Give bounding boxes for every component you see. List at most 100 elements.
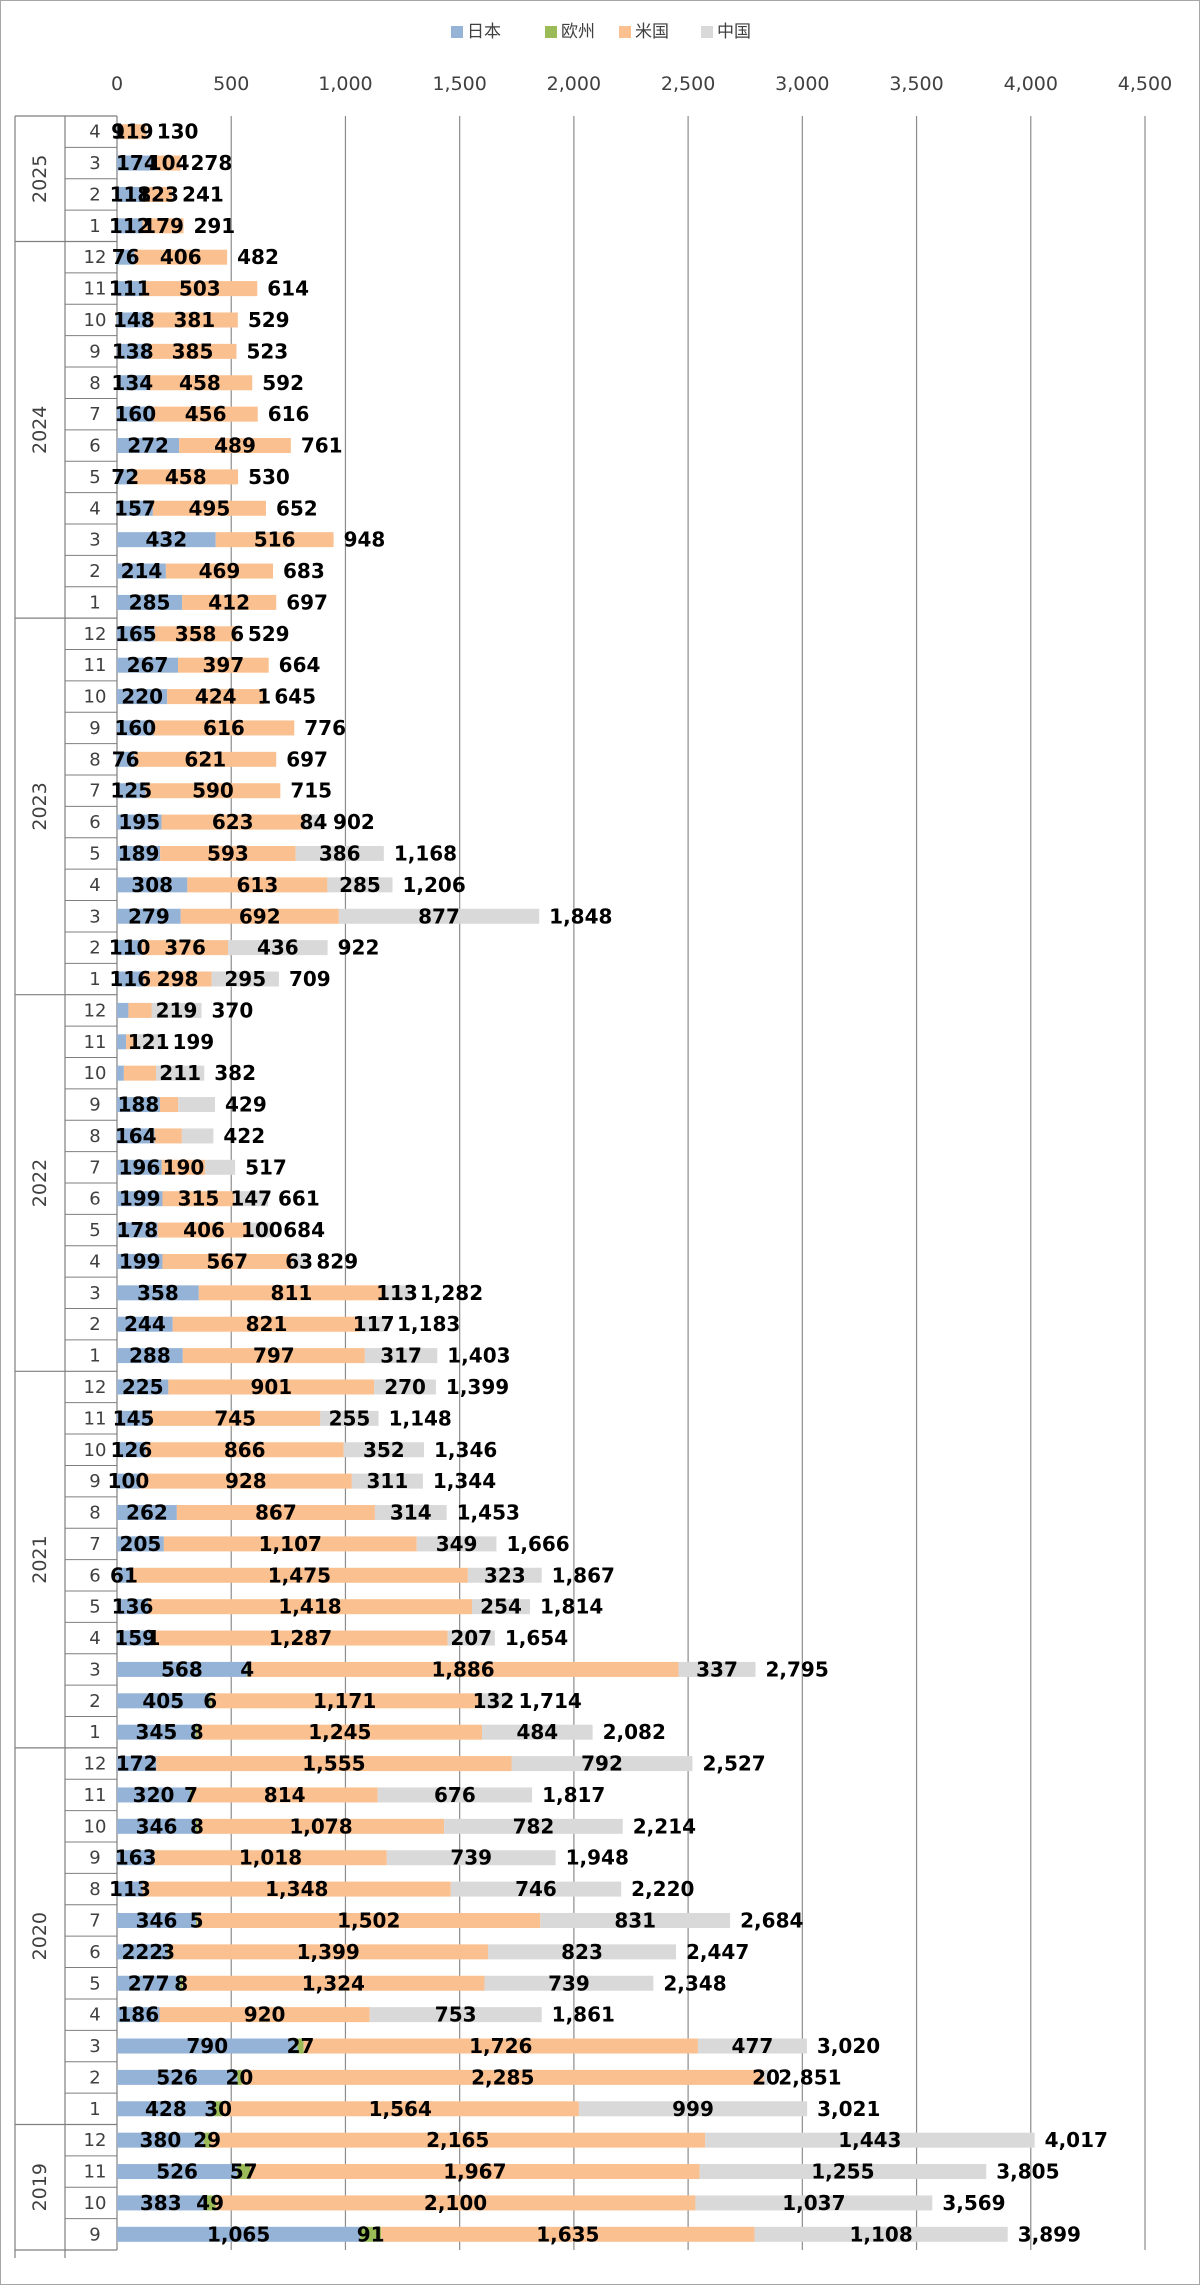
data-label: 593: [207, 841, 249, 865]
data-label: 295: [224, 967, 266, 991]
month-label: 4: [89, 1628, 100, 1649]
data-label: 428: [145, 2097, 187, 2121]
month-label: 1: [89, 2099, 100, 2120]
data-label: 219: [156, 998, 198, 1022]
data-label: 412: [208, 590, 250, 614]
data-label: 2,285: [471, 2065, 534, 2089]
data-label: 901: [250, 1375, 292, 1399]
month-label: 9: [89, 1095, 100, 1116]
month-label: 10: [84, 2193, 107, 2214]
data-label: 29: [193, 2128, 221, 2152]
data-label: 317: [380, 1344, 422, 1368]
data-label: 285: [339, 873, 381, 897]
total-label: 422: [223, 1124, 265, 1148]
month-label: 6: [89, 1565, 100, 1586]
data-label: 244: [124, 1312, 166, 1336]
month-label: 10: [84, 310, 107, 331]
data-label: 406: [183, 1218, 225, 1242]
data-label: 8: [190, 1814, 204, 1838]
data-label: 456: [185, 402, 227, 426]
total-label: 3,805: [996, 2160, 1059, 2184]
data-label: 746: [515, 1877, 557, 1901]
data-label: 8: [190, 1720, 204, 1744]
total-label: 1,654: [505, 1626, 568, 1650]
data-label: 4: [240, 1657, 254, 1681]
month-label: 9: [89, 2224, 100, 2245]
total-label: 370: [212, 998, 254, 1022]
data-label: 288: [129, 1344, 171, 1368]
data-label: 385: [172, 339, 214, 363]
total-label: 1,817: [542, 1783, 605, 1807]
month-label: 12: [84, 2130, 107, 2151]
bar-segment-3: [182, 1128, 214, 1143]
data-label: 279: [128, 904, 170, 928]
x-tick-label: 4,000: [1004, 73, 1058, 95]
data-label: 469: [199, 559, 241, 583]
total-label: 614: [267, 277, 309, 301]
total-label: 4,017: [1045, 2128, 1108, 2152]
data-label: 867: [255, 1501, 297, 1525]
data-label: 1,635: [536, 2222, 599, 2246]
data-label: 8: [174, 1971, 188, 1995]
total-label: 922: [338, 936, 380, 960]
data-label: 1: [257, 685, 271, 709]
total-label: 652: [276, 496, 318, 520]
data-label: 272: [127, 434, 169, 458]
data-label: 30: [204, 2097, 232, 2121]
data-label: 277: [128, 1971, 170, 1995]
month-label: 11: [84, 1408, 107, 1429]
data-label: 110: [109, 936, 151, 960]
total-label: 592: [262, 371, 304, 395]
data-label: 352: [363, 1438, 405, 1462]
data-label: 753: [435, 2003, 477, 2027]
month-label: 9: [89, 718, 100, 739]
data-label: 613: [237, 873, 279, 897]
month-label: 4: [89, 2005, 100, 2026]
total-label: 697: [286, 590, 328, 614]
data-label: 1,443: [838, 2128, 901, 2152]
legend-swatch: [545, 26, 557, 38]
data-label: 920: [244, 2003, 286, 2027]
month-label: 2: [89, 184, 100, 205]
data-label: 91: [357, 2222, 385, 2246]
data-label: 311: [366, 1469, 408, 1493]
legend-swatch: [619, 26, 631, 38]
total-label: 382: [214, 1061, 256, 1085]
month-label: 6: [89, 812, 100, 833]
x-tick-label: 1,500: [432, 73, 486, 95]
data-label: 132: [473, 1689, 515, 1713]
data-label: 745: [214, 1406, 256, 1430]
month-label: 7: [89, 1910, 100, 1931]
data-label: 797: [253, 1344, 295, 1368]
total-label: 429: [225, 1093, 267, 1117]
data-label: 189: [118, 841, 160, 865]
data-label: 999: [672, 2097, 714, 2121]
total-label: 709: [289, 967, 331, 991]
data-label: 1,108: [850, 2222, 913, 2246]
total-label: 1,848: [549, 904, 612, 928]
data-label: 821: [246, 1312, 288, 1336]
total-label: 278: [191, 151, 233, 175]
month-label: 7: [89, 404, 100, 425]
bar-segment-3: [205, 1160, 235, 1175]
data-label: 188: [118, 1093, 160, 1117]
data-label: 376: [164, 936, 206, 960]
data-label: 211: [159, 1061, 201, 1085]
total-label: 130: [157, 120, 199, 144]
total-label: 1,403: [447, 1344, 510, 1368]
data-label: 222: [121, 1940, 163, 1964]
data-label: 383: [140, 2191, 182, 2215]
month-label: 9: [89, 1848, 100, 1869]
total-label: 829: [316, 1249, 358, 1273]
total-label: 199: [172, 1030, 214, 1054]
year-label: 2020: [29, 1912, 51, 1960]
month-label: 2: [89, 938, 100, 959]
data-label: 49: [196, 2191, 224, 2215]
data-label: 1,171: [313, 1689, 376, 1713]
data-label: 1,287: [269, 1626, 332, 1650]
year-label: 2023: [29, 782, 51, 830]
data-label: 484: [516, 1720, 558, 1744]
data-label: 337: [696, 1657, 738, 1681]
month-label: 11: [84, 279, 107, 300]
month-label: 3: [89, 2036, 100, 2057]
